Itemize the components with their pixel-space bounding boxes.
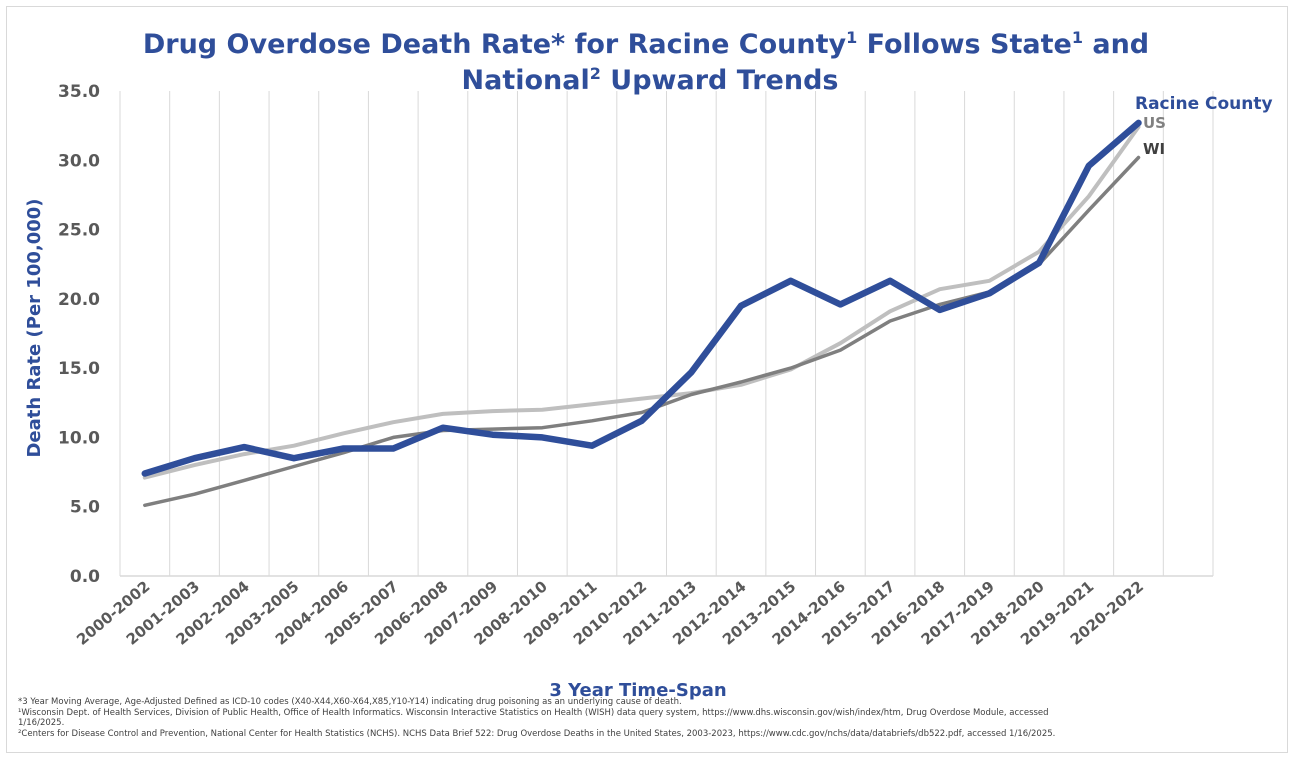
y-tick-label: 5.0 <box>70 498 100 518</box>
series-lines <box>141 119 1142 508</box>
y-tick-label: 30.0 <box>58 151 100 171</box>
y-tick-label: 25.0 <box>58 221 100 241</box>
y-axis-ticks: 0.0 5.0 10.0 15.0 20.0 25.0 30.0 35.0 <box>58 82 100 587</box>
footnote-source-wisconsin: ¹Wisconsin Dept. of Health Services, Div… <box>18 707 1049 718</box>
x-axis-title: 3 Year Time-Span <box>549 680 726 701</box>
y-axis-title: Death Rate (Per 100,000) <box>24 198 45 457</box>
footnotes: *3 Year Moving Average, Age-Adjusted Def… <box>18 697 1278 739</box>
y-tick-label: 15.0 <box>58 359 100 379</box>
gridlines <box>119 91 1214 577</box>
y-tick-label: 0.0 <box>70 567 100 587</box>
footnote-definition: *3 Year Moving Average, Age-Adjusted Def… <box>18 697 682 707</box>
y-tick-label: 20.0 <box>58 290 100 310</box>
chart-title-line2: National2 Upward Trends <box>462 64 839 96</box>
series-line <box>141 119 1142 477</box>
series-line <box>143 155 1141 508</box>
series-label: US <box>1143 114 1166 132</box>
series-label: WI <box>1143 140 1165 158</box>
y-tick-label: 35.0 <box>58 82 100 102</box>
y-tick-label: 10.0 <box>58 428 100 448</box>
series-label: Racine County <box>1135 94 1273 114</box>
footnote-source-cdc: ²Centers for Disease Control and Prevent… <box>18 728 1056 739</box>
series-line <box>142 125 1141 480</box>
series-labels: US WI Racine County <box>1135 94 1273 158</box>
footnote-source-wisconsin-date: 1/16/2025. <box>18 718 65 728</box>
chart-title-line1: Drug Overdose Death Rate* for Racine Cou… <box>143 28 1149 60</box>
x-axis-ticks: 2000-20022001-20032002-20042003-20052004… <box>73 577 1147 648</box>
